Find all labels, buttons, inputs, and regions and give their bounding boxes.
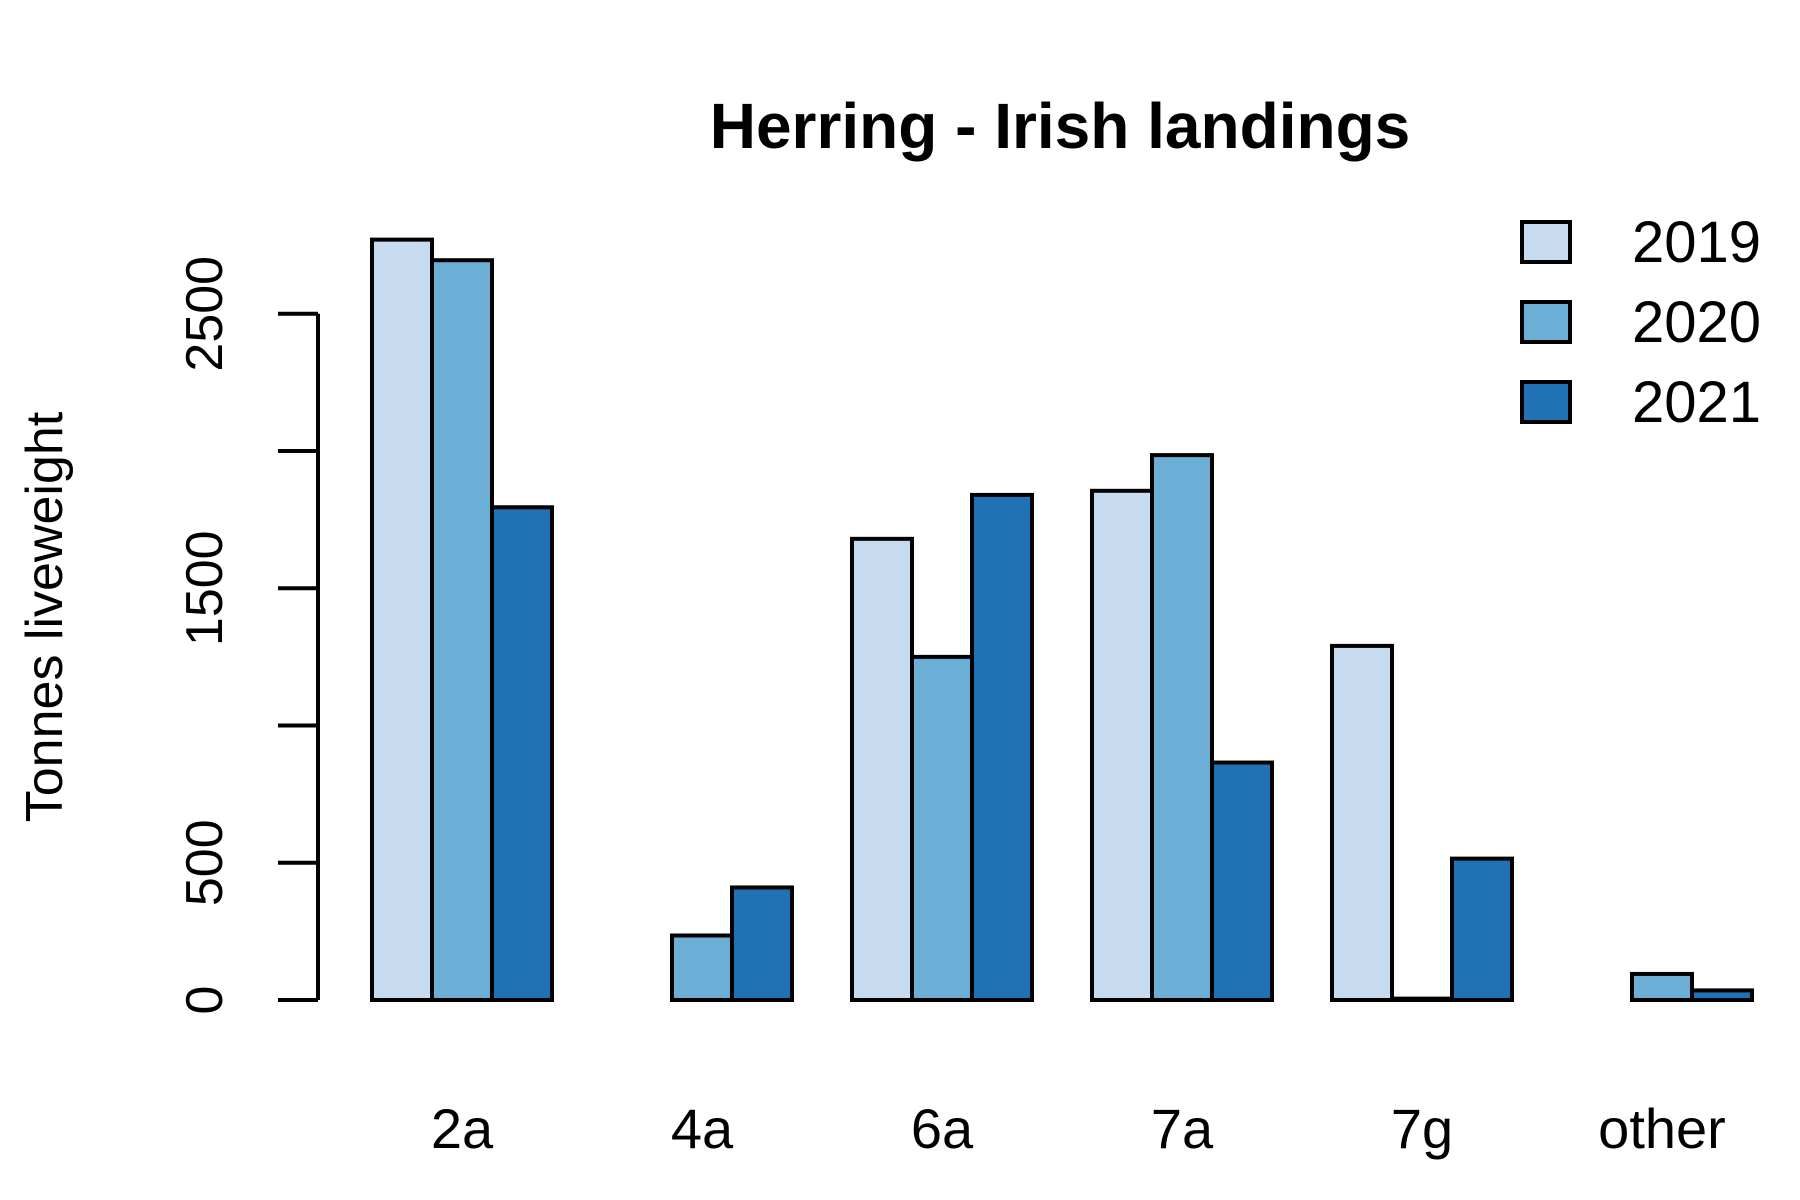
- bar-2a-2019: [370, 237, 434, 1002]
- x-label-7a: 7a: [1151, 1097, 1214, 1160]
- legend-swatch-2021: [1520, 380, 1572, 424]
- bar-2a-2020: [430, 258, 494, 1003]
- chart-title: Herring - Irish landings: [710, 90, 1411, 162]
- bar-4a-2021: [730, 885, 794, 1003]
- bar-7a-2021: [1210, 760, 1274, 1002]
- legend: 2019 2020 2021: [1520, 210, 1761, 435]
- x-label-4a: 4a: [671, 1097, 734, 1160]
- legend-label-2019: 2019: [1632, 210, 1761, 275]
- bar-7g-2020: [1390, 996, 1454, 1003]
- y-axis: 0 500 1500 2500: [176, 256, 320, 1015]
- legend-label-2021: 2021: [1632, 370, 1761, 435]
- x-axis-category-labels: 2a 4a 6a 7a 7g other: [431, 1097, 1726, 1160]
- legend-swatch-2019: [1520, 220, 1572, 264]
- y-tick-label-2500: 2500: [176, 256, 234, 372]
- bar-4a-2020: [670, 933, 734, 1002]
- legend-swatch-2020: [1520, 300, 1572, 344]
- x-label-7g: 7g: [1391, 1097, 1453, 1160]
- x-label-6a: 6a: [911, 1097, 974, 1160]
- legend-label-2020: 2020: [1632, 290, 1761, 355]
- bar-6a-2021: [970, 492, 1034, 1002]
- y-axis-label: Tonnes liveweight: [16, 411, 74, 822]
- bar-7g-2019: [1330, 643, 1394, 1003]
- bar-6a-2020: [910, 654, 974, 1002]
- y-tick-label-500: 500: [176, 819, 234, 906]
- bars: [370, 237, 1754, 1003]
- bar-7a-2020: [1150, 453, 1214, 1002]
- bar-other-2020: [1630, 971, 1694, 1002]
- y-tick-label-1500: 1500: [176, 530, 234, 646]
- y-tick-label-0: 0: [176, 986, 234, 1015]
- bar-other-2021: [1690, 988, 1754, 1003]
- bar-7a-2019: [1090, 488, 1154, 1002]
- bar-2a-2021: [490, 505, 554, 1002]
- bar-7g-2021: [1450, 856, 1514, 1002]
- x-label-2a: 2a: [431, 1097, 494, 1160]
- bar-6a-2019: [850, 536, 914, 1003]
- x-label-other: other: [1598, 1097, 1726, 1160]
